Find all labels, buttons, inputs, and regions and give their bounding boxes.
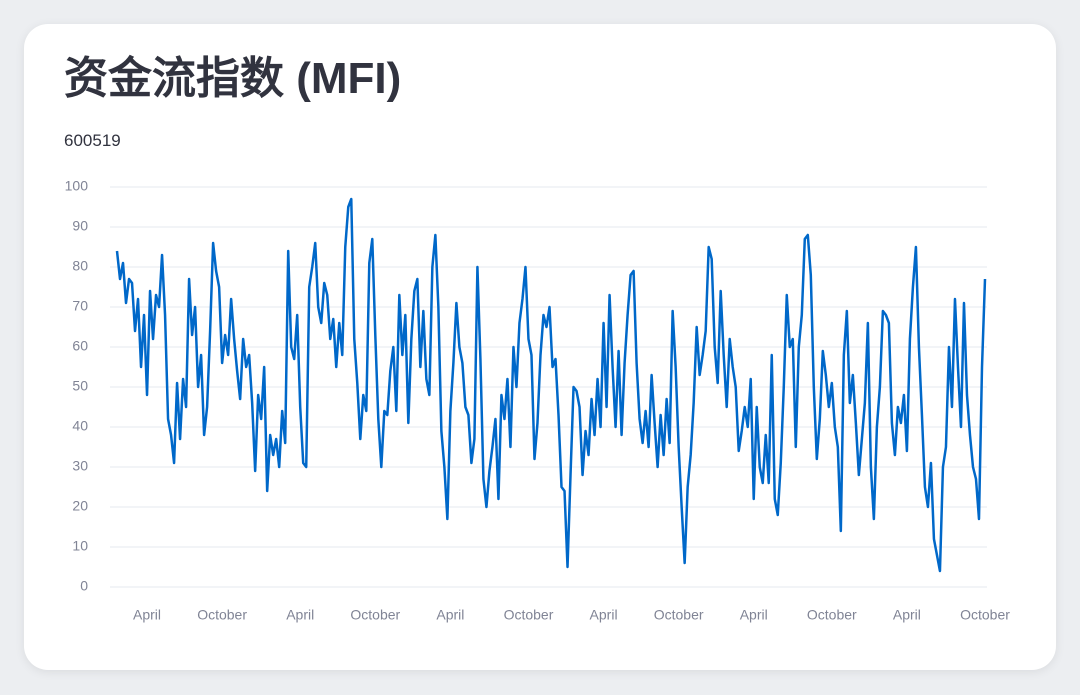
line [115, 197, 987, 573]
y-tick-label: 20 [72, 498, 88, 514]
x-tick-label: April [590, 607, 618, 623]
y-tick-label: 10 [72, 538, 88, 554]
y-tick-label: 70 [72, 298, 88, 314]
y-tick-label: 0 [80, 578, 88, 594]
subtitle: 600519 [64, 131, 121, 150]
y-tick-label: 60 [72, 338, 88, 354]
x-tick-label: October [350, 607, 400, 623]
y-tick-label: 40 [72, 418, 88, 434]
x-tick-label: April [436, 607, 464, 623]
x-tick-label: April [286, 607, 314, 623]
y-tick-label: 80 [72, 258, 88, 274]
x-tick-label: October [807, 607, 857, 623]
x-tick-label: April [893, 607, 921, 623]
x-tick-label: October [960, 607, 1010, 623]
y-tick-label: 50 [72, 378, 88, 394]
x-tick-label: October [654, 607, 704, 623]
y-tick-label: 100 [65, 178, 89, 194]
x-tick-label: April [740, 607, 768, 623]
x-tick-label: October [504, 607, 554, 623]
y-tick-label: 90 [72, 218, 88, 234]
title: 资金流指数 (MFI) [64, 54, 402, 103]
x-tick-label: October [197, 607, 247, 623]
x-tick-label: April [133, 607, 161, 623]
y-tick-label: 30 [72, 458, 88, 474]
